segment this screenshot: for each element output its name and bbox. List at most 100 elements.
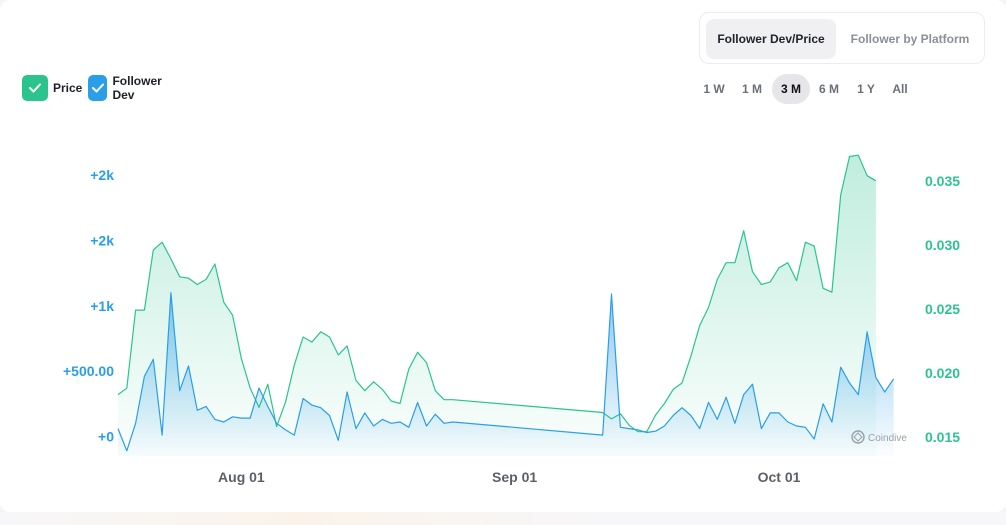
range-6m-button[interactable]: 6 M <box>818 82 839 96</box>
follower-series-point <box>847 380 853 386</box>
y-right-tick-label: 0.020 <box>925 365 960 381</box>
price-series-point <box>194 282 200 288</box>
price-series-point <box>706 305 712 311</box>
follower-series-point <box>265 403 271 409</box>
follower-series-point <box>838 364 844 370</box>
price-series-point <box>335 352 341 358</box>
y-left-tick-label: +1k <box>90 298 114 314</box>
follower-series-point <box>697 426 703 432</box>
price-series-point <box>415 349 421 355</box>
follower-series-point <box>177 388 183 394</box>
price-series-point <box>829 289 835 295</box>
price-series-point <box>670 386 676 392</box>
follower-series-point <box>327 413 333 419</box>
follower-series-point <box>617 424 623 430</box>
chart-card: Follower Dev/Price Follower by Platform … <box>22 12 985 485</box>
follower-series-point <box>186 363 192 369</box>
price-series-point <box>221 299 227 305</box>
price-series-point <box>424 360 430 366</box>
price-series-point <box>150 247 156 253</box>
follower-series-point <box>371 423 377 429</box>
checkbox-price-icon[interactable] <box>22 75 48 101</box>
coindive-logo-mark <box>853 432 863 442</box>
price-series-point <box>855 152 861 158</box>
follower-series-point <box>891 376 897 382</box>
price-series-point <box>327 334 333 340</box>
price-series-point <box>133 307 139 313</box>
follower-series-point <box>388 420 394 426</box>
x-tick-label: Sep 01 <box>492 469 537 485</box>
follower-series-point <box>230 414 236 420</box>
price-series-point <box>247 385 253 391</box>
price-series-point <box>767 279 773 285</box>
price-series-point <box>732 260 738 266</box>
follower-series-point <box>379 416 385 422</box>
price-series-point <box>432 388 438 394</box>
range-1w-button[interactable]: 1 W <box>703 82 725 96</box>
y-left-tick-label: +0 <box>98 428 114 444</box>
price-series-point <box>873 178 879 184</box>
range-1m-button[interactable]: 1 M <box>741 82 762 96</box>
follower-series-point <box>635 427 641 433</box>
price-series-point <box>265 381 271 387</box>
follower-series-point <box>811 436 817 442</box>
price-series-point <box>344 343 350 349</box>
legend-label-follower-dev: Follower Dev <box>112 74 162 102</box>
legend-item-follower-dev[interactable]: Follower Dev <box>88 74 168 102</box>
price-series-point <box>159 239 165 245</box>
follower-series-point <box>309 402 315 408</box>
price-series-point <box>785 260 791 266</box>
range-1y-button[interactable]: 1 Y <box>857 82 875 96</box>
follower-series-point <box>424 423 430 429</box>
legend-item-price[interactable]: Price <box>22 75 82 101</box>
follower-series-point <box>194 407 200 413</box>
y-right-tick-label: 0.030 <box>925 237 960 253</box>
follower-series-point <box>133 420 139 426</box>
follower-series-point <box>741 392 747 398</box>
follower-series-line <box>117 292 895 452</box>
follower-series-point <box>141 373 147 379</box>
range-3m-button[interactable]: 3 M <box>772 74 810 104</box>
price-series-line <box>117 154 877 433</box>
follower-series-point <box>723 394 729 400</box>
x-tick-label: Aug 01 <box>218 469 265 485</box>
follower-series-point <box>864 329 870 335</box>
follower-series-point <box>432 411 438 417</box>
watermark: Coindive <box>851 430 907 444</box>
follower-series-point <box>688 413 694 419</box>
follower-series-point <box>318 405 324 411</box>
range-all-button[interactable]: All <box>892 82 908 96</box>
y-left-tick-label: +500.00 <box>63 363 114 379</box>
price-series-point <box>141 307 147 313</box>
follower-series-point <box>300 396 306 402</box>
checkbox-follower-dev-icon[interactable] <box>88 75 108 101</box>
price-series-point <box>688 353 694 359</box>
price-series-point <box>238 356 244 362</box>
price-series-point <box>115 392 121 398</box>
price-series-point <box>362 388 368 394</box>
price-series-point <box>794 278 800 284</box>
y-left-tick-label: +2k <box>90 233 114 249</box>
follower-series-point <box>212 416 218 422</box>
price-series-point <box>723 260 729 266</box>
follower-series-point <box>653 428 659 434</box>
follower-series-point <box>362 410 368 416</box>
price-series-point <box>847 154 853 160</box>
follower-series-point <box>732 420 738 426</box>
price-series-point <box>168 256 174 262</box>
follower-series-point <box>873 375 879 381</box>
price-series-point <box>230 312 236 318</box>
price-series-point <box>776 265 782 271</box>
follower-series-point <box>124 448 130 454</box>
price-series-point <box>203 276 209 282</box>
follower-series-point <box>397 419 403 425</box>
tab-follower-dev-price[interactable]: Follower Dev/Price <box>706 19 836 59</box>
follower-series-point <box>238 415 244 421</box>
follower-series-point <box>283 427 289 433</box>
price-series-point <box>661 401 667 407</box>
follower-series-point <box>415 399 421 405</box>
price-series-point <box>741 228 747 234</box>
tab-follower-by-platform[interactable]: Follower by Platform <box>850 32 970 46</box>
price-series-point <box>291 362 297 368</box>
price-series-point <box>820 285 826 291</box>
